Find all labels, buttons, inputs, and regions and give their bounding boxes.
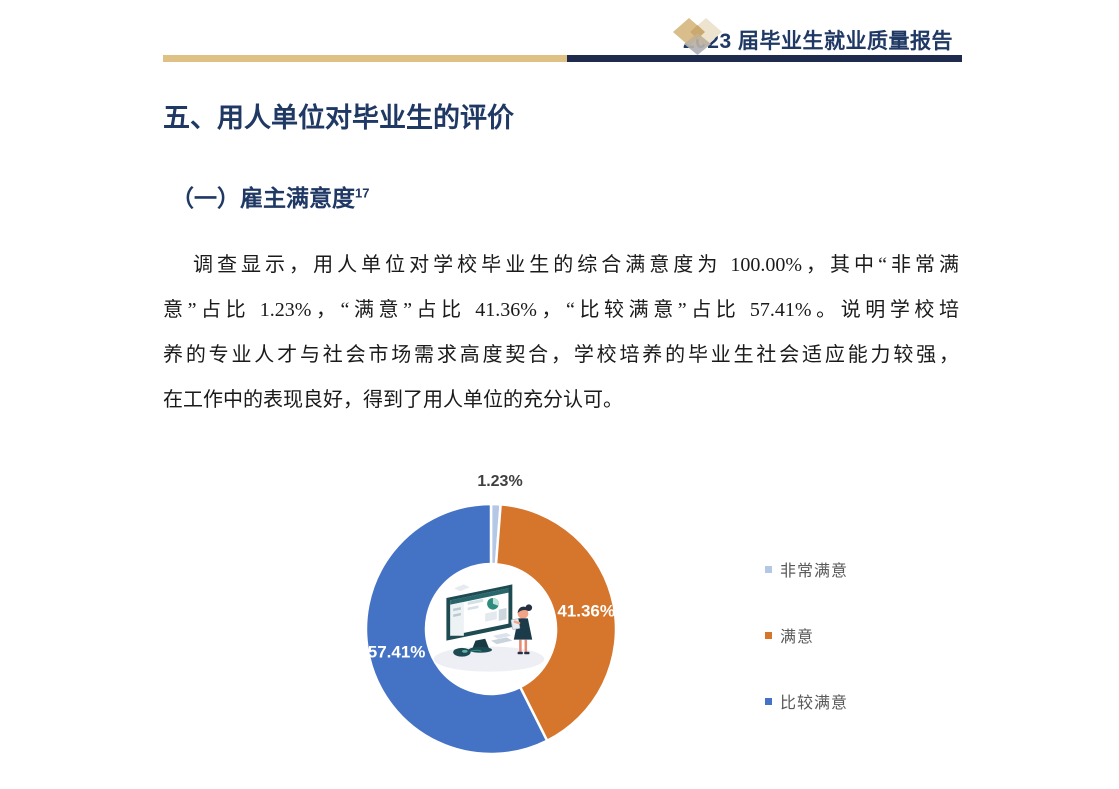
paragraph-line: 养的专业人才与社会市场需求高度契合，学校培养的毕业生社会适应能力较强， [163, 344, 959, 366]
legend-label: 满意 [780, 629, 815, 646]
legend-item: 满意 [765, 626, 848, 646]
slice-label: 41.36% [557, 601, 615, 620]
legend-label: 非常满意 [780, 563, 849, 580]
illustration-person [510, 604, 533, 655]
subsection-heading: （一）雇主满意度17 [171, 179, 369, 213]
paragraph-line: 意”占比 1.23%，“满意”占比 41.36%，“比较满意”占比 57.41%… [163, 299, 959, 321]
workspace-illustration [433, 584, 545, 672]
subsection-heading-text: （一）雇主满意度 [171, 185, 355, 211]
paragraph-line: 在工作中的表现良好，得到了用人单位的充分认可。 [163, 389, 623, 411]
pie-slice-1 [494, 503, 617, 742]
chart-legend: 非常满意 满意 比较满意 [765, 560, 848, 758]
illustration-monitor [446, 584, 513, 653]
section-heading: 五、用人单位对毕业生的评价 [163, 103, 514, 133]
footnote-marker: 17 [355, 185, 370, 201]
legend-item: 比较满意 [765, 692, 849, 712]
legend-swatch-icon [765, 565, 772, 573]
pie-outside-label: 1.23% [477, 473, 523, 490]
legend-swatch-icon [765, 697, 772, 705]
legend-item: 非常满意 [765, 560, 849, 580]
illustration-box-stack [491, 632, 513, 645]
legend-swatch-icon [765, 631, 772, 639]
illustration-mouse [453, 647, 482, 657]
diamond-logo-icon [673, 18, 722, 55]
body-paragraph: 调查显示，用人单位对学校毕业生的综合满意度为 100.00%，其中“非常满 意”… [163, 243, 959, 423]
paragraph-line: 调查显示，用人单位对学校毕业生的综合满意度为 100.00%，其中“非常满 [193, 254, 959, 276]
slice-label: 57.41% [368, 642, 426, 661]
header-rule-navy [567, 55, 962, 62]
pie-slice-2 [365, 503, 549, 755]
donut-chart: 41.36% 57.41% [365, 503, 617, 755]
legend-label: 比较满意 [780, 695, 849, 712]
report-header-title: 2023 届毕业生就业质量报告 [682, 30, 953, 53]
cloud-icon [454, 584, 470, 592]
header-rule-tan [163, 55, 567, 62]
